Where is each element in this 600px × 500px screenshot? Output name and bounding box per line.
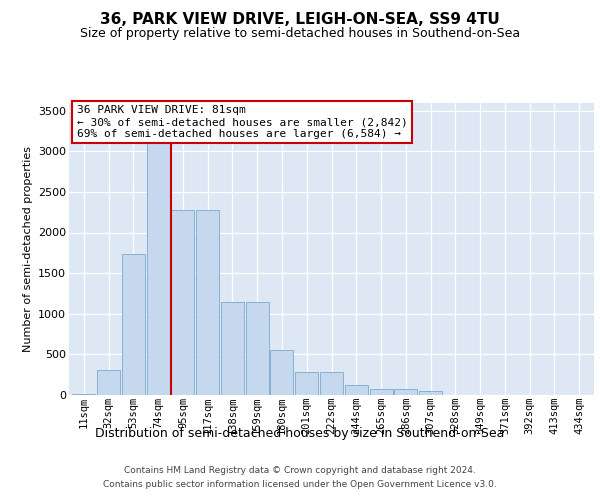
Bar [394, 389, 418, 395]
Bar [245, 302, 269, 395]
Text: Contains HM Land Registry data © Crown copyright and database right 2024.: Contains HM Land Registry data © Crown c… [124, 466, 476, 475]
Bar [196, 210, 219, 395]
Bar [73, 394, 95, 395]
Text: Size of property relative to semi-detached houses in Southend-on-Sea: Size of property relative to semi-detach… [80, 28, 520, 40]
Bar [419, 392, 442, 395]
Text: 36, PARK VIEW DRIVE, LEIGH-ON-SEA, SS9 4TU: 36, PARK VIEW DRIVE, LEIGH-ON-SEA, SS9 4… [100, 12, 500, 28]
Text: 36 PARK VIEW DRIVE: 81sqm
← 30% of semi-detached houses are smaller (2,842)
69% : 36 PARK VIEW DRIVE: 81sqm ← 30% of semi-… [77, 106, 407, 138]
Bar [271, 350, 293, 395]
Text: Contains public sector information licensed under the Open Government Licence v3: Contains public sector information licen… [103, 480, 497, 489]
Bar [370, 389, 392, 395]
Bar [320, 372, 343, 395]
Bar [221, 302, 244, 395]
Bar [122, 254, 145, 395]
Bar [172, 210, 194, 395]
Bar [146, 120, 170, 395]
Y-axis label: Number of semi-detached properties: Number of semi-detached properties [23, 146, 32, 352]
Bar [295, 372, 318, 395]
Bar [97, 370, 120, 395]
Bar [345, 385, 368, 395]
Text: Distribution of semi-detached houses by size in Southend-on-Sea: Distribution of semi-detached houses by … [95, 428, 505, 440]
